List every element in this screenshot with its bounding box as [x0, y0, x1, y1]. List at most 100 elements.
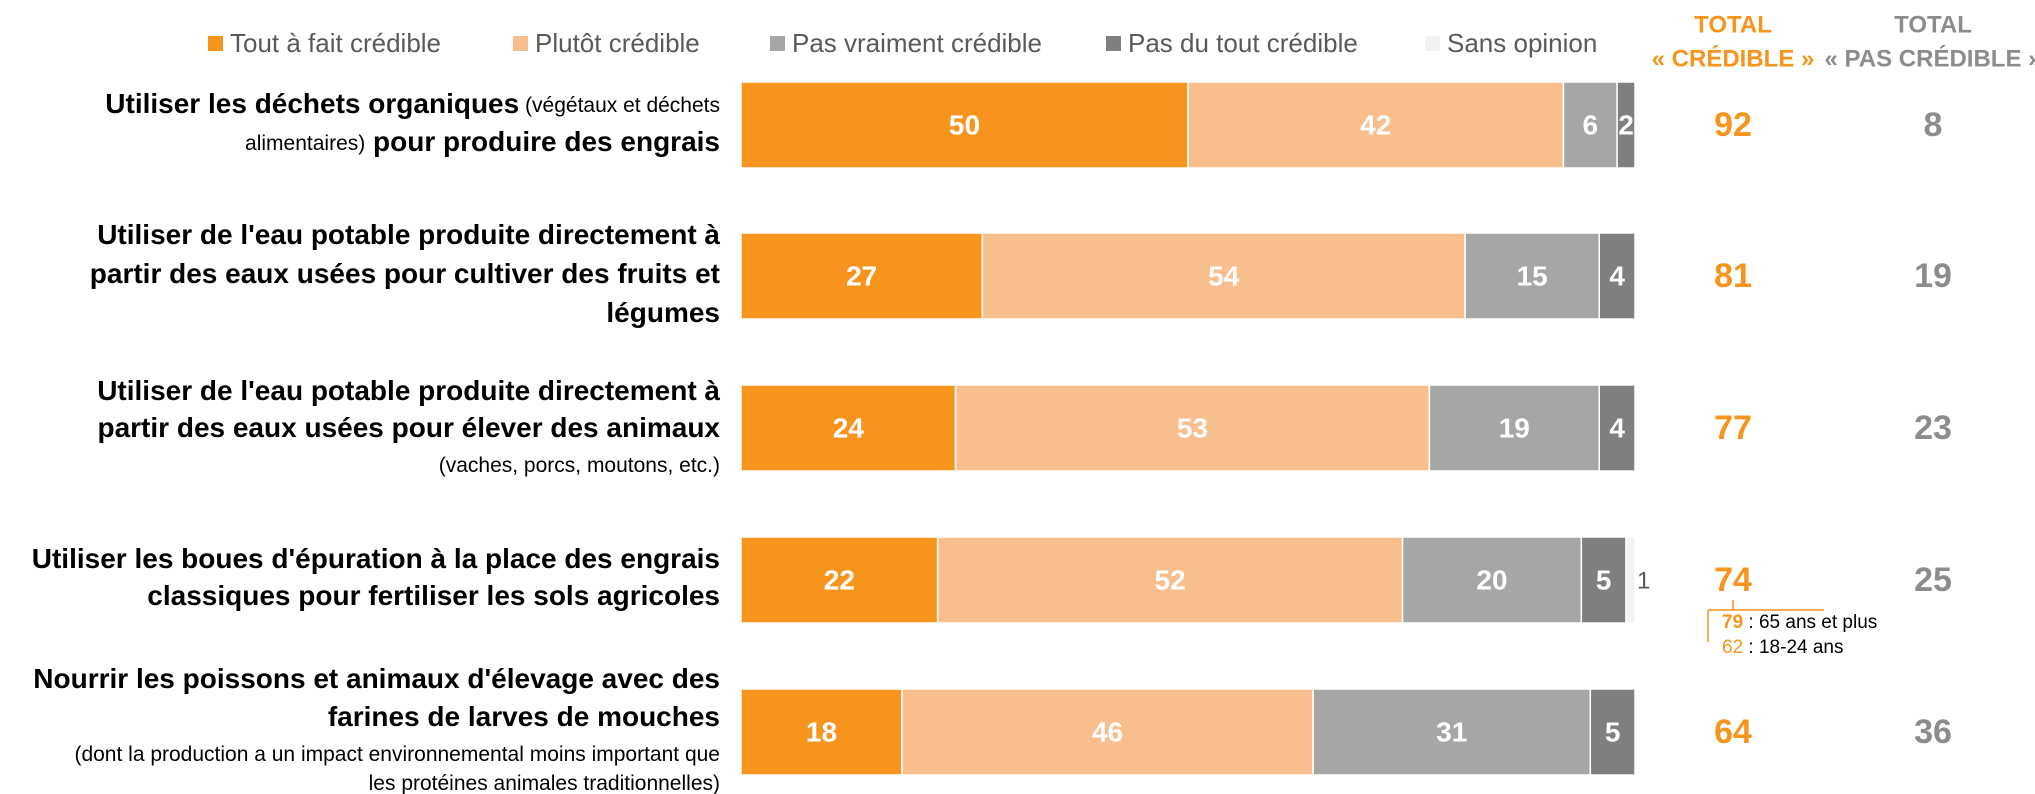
category-label-part: partir des eaux usées pour cultiver des …	[90, 258, 720, 289]
category-label: Nourrir les poissons et animaux d'élevag…	[33, 663, 720, 694]
category-label: farines de larves de mouches	[328, 701, 720, 732]
value-label: 46	[1092, 716, 1123, 747]
bar-segment	[1598, 384, 1636, 472]
total-value: 36	[1914, 713, 1952, 751]
annotation-value: 62	[1722, 637, 1743, 658]
bar-segment	[1625, 536, 1636, 624]
legend-label: Plutôt crédible	[535, 28, 700, 58]
bar-segment	[1616, 81, 1636, 169]
bar-segment	[1580, 536, 1627, 624]
total-header: TOTAL	[1894, 11, 1972, 38]
category-label-part: (vaches, porcs, moutons, etc.)	[439, 454, 720, 477]
value-label: 5	[1596, 564, 1612, 595]
category-label: partir des eaux usées pour élever des an…	[97, 412, 720, 443]
bar-segment	[1598, 232, 1636, 320]
annotation-value: 79	[1722, 612, 1743, 633]
bar-segment	[740, 384, 957, 472]
category-label: Utiliser les boues d'épuration à la plac…	[32, 543, 720, 574]
category-label: légumes	[606, 297, 720, 328]
bar-segment	[1187, 81, 1565, 169]
value-label: 24	[833, 412, 865, 443]
total-value: 8	[1924, 106, 1943, 144]
value-label: 6	[1583, 109, 1599, 140]
total-value: 23	[1914, 409, 1952, 447]
legend-label: Pas vraiment crédible	[792, 28, 1042, 58]
category-label-part: alimentaires)	[245, 132, 365, 155]
total-value: 64	[1714, 713, 1752, 751]
bar-segment	[740, 232, 984, 320]
total-header: TOTAL	[1694, 11, 1772, 38]
value-label: 50	[949, 109, 980, 140]
value-label: 2	[1618, 109, 1634, 140]
bar-segment	[1401, 536, 1583, 624]
annotation-text: : 18-24 ans	[1743, 637, 1843, 658]
category-label-part: farines de larves de mouches	[328, 701, 720, 732]
legend-label: Sans opinion	[1447, 28, 1597, 58]
value-label: 52	[1155, 564, 1186, 595]
category-label-part: les protéines animales traditionnelles)	[369, 772, 720, 794]
total-header: « PAS CRÉDIBLE »	[1825, 44, 2035, 72]
bar-segment	[1589, 688, 1636, 776]
value-label: 54	[1208, 260, 1240, 291]
category-label: les protéines animales traditionnelles)	[369, 772, 720, 794]
category-label-part: (dont la production a un impact environn…	[74, 743, 720, 766]
category-label-part: pour produire des engrais	[365, 126, 720, 157]
legend-swatch	[770, 36, 785, 51]
value-label: 4	[1609, 260, 1625, 291]
category-label: (dont la production a un impact environn…	[74, 743, 720, 766]
category-label: alimentaires) pour produire des engrais	[245, 126, 720, 157]
value-label: 1	[1637, 567, 1650, 594]
category-label: Utiliser les déchets organiques (végétau…	[105, 88, 720, 119]
category-label: Utiliser de l'eau potable produite direc…	[97, 219, 720, 250]
category-label-part: Nourrir les poissons et animaux d'élevag…	[33, 663, 720, 694]
value-label: 31	[1436, 716, 1467, 747]
category-label: classiques pour fertiliser les sols agri…	[147, 580, 720, 611]
bar-segment	[1464, 232, 1600, 320]
category-label: (vaches, porcs, moutons, etc.)	[439, 454, 720, 477]
total-value: 77	[1714, 409, 1752, 447]
total-value: 25	[1914, 561, 1952, 599]
legend-label: Tout à fait crédible	[230, 28, 441, 58]
category-label-part: classiques pour fertiliser les sols agri…	[147, 580, 720, 611]
total-value: 92	[1714, 106, 1752, 144]
legend-swatch	[1106, 36, 1121, 51]
category-label-part: Utiliser les déchets organiques	[105, 88, 519, 119]
bar-segment	[740, 688, 903, 776]
value-label: 42	[1360, 109, 1391, 140]
bar-segment	[740, 81, 1189, 169]
value-label: 27	[846, 260, 877, 291]
bar-segment	[901, 688, 1314, 776]
total-value: 19	[1914, 257, 1952, 295]
value-label: 22	[824, 564, 855, 595]
bar-segment	[740, 536, 939, 624]
value-label: 20	[1476, 564, 1507, 595]
annotation: 79 : 65 ans et plus	[1722, 612, 1877, 633]
legend-swatch	[513, 36, 528, 51]
category-label: partir des eaux usées pour cultiver des …	[90, 258, 720, 289]
bar-segment	[1312, 688, 1592, 776]
total-value: 74	[1714, 561, 1752, 599]
bar-segment	[1562, 81, 1618, 169]
category-label: Utiliser de l'eau potable produite direc…	[97, 375, 720, 406]
total-value: 81	[1714, 257, 1752, 295]
category-label-part: Utiliser de l'eau potable produite direc…	[97, 219, 720, 250]
annotation: 62 : 18-24 ans	[1722, 637, 1843, 658]
bar-segment	[981, 232, 1466, 320]
category-label-part: légumes	[606, 297, 720, 328]
value-label: 15	[1517, 260, 1548, 291]
value-label: 4	[1609, 412, 1625, 443]
bar-segment	[954, 384, 1431, 472]
value-label: 18	[806, 716, 837, 747]
category-label-part: Utiliser les boues d'épuration à la plac…	[32, 543, 720, 574]
legend-swatch	[208, 36, 223, 51]
value-label: 53	[1177, 412, 1208, 443]
legend-label: Pas du tout crédible	[1128, 28, 1358, 58]
value-label: 19	[1499, 412, 1530, 443]
legend-swatch	[1425, 36, 1440, 51]
category-label-part: partir des eaux usées pour élever des an…	[97, 412, 720, 443]
value-label: 5	[1605, 716, 1621, 747]
annotation-text: : 65 ans et plus	[1743, 612, 1877, 633]
category-label-part: (végétaux et déchets	[519, 94, 720, 117]
total-header: « CRÉDIBLE »	[1652, 44, 1815, 72]
